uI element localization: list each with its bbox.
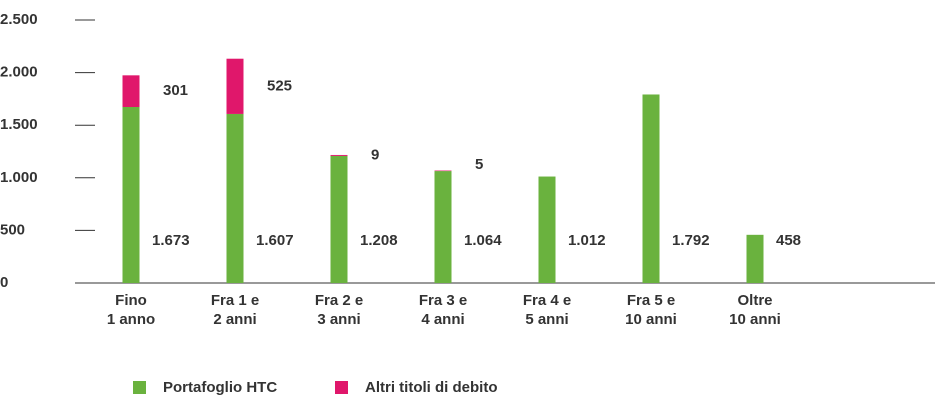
data-label: 1.012 <box>568 232 606 249</box>
data-label: 1.064 <box>464 232 502 249</box>
x-tick-label: Oltre 10 anni <box>729 292 781 328</box>
bar-segment <box>122 75 140 108</box>
bar-segment <box>330 154 348 156</box>
bar-segment <box>434 170 452 172</box>
y-tick-label: 500 <box>0 221 25 238</box>
y-tick-label: 2.000 <box>0 64 38 81</box>
data-label: 1.792 <box>672 232 710 249</box>
x-tick-label: Fra 1 e 2 anni <box>210 292 260 328</box>
legend-swatch <box>133 381 146 394</box>
bar-segment <box>538 176 556 283</box>
data-label: 301 <box>163 82 188 99</box>
x-tick-label: Fra 3 e 4 anni <box>418 292 468 328</box>
data-label: 5 <box>475 156 483 173</box>
data-label: 1.673 <box>152 232 190 249</box>
data-label: 525 <box>267 77 292 94</box>
bar-segment <box>122 107 140 283</box>
y-tick-label: 1.500 <box>0 116 38 133</box>
x-tick-label: Fra 5 e 10 anni <box>625 292 677 328</box>
bar-segment <box>746 234 764 283</box>
legend-label: Portafoglio HTC <box>163 379 277 396</box>
bar-segment <box>226 58 244 114</box>
data-label: 1.607 <box>256 232 294 249</box>
bar-segment <box>434 171 452 283</box>
bar-segment <box>226 113 244 283</box>
bar-segment <box>642 94 660 283</box>
data-label: 1.208 <box>360 232 398 249</box>
x-tick-label: Fino 1 anno <box>106 292 156 328</box>
legend-label: Altri titoli di debito <box>365 379 497 396</box>
x-tick-label: Fra 4 e 5 anni <box>522 292 572 328</box>
x-tick-label: Fra 2 e 3 anni <box>314 292 364 328</box>
data-label: 458 <box>776 232 801 249</box>
y-tick-label: 2.500 <box>0 11 38 28</box>
legend-swatch <box>335 381 348 394</box>
y-tick-label: 0 <box>0 274 8 291</box>
bar-segment <box>330 155 348 283</box>
y-tick-label: 1.000 <box>0 169 38 186</box>
data-label: 9 <box>371 146 379 163</box>
